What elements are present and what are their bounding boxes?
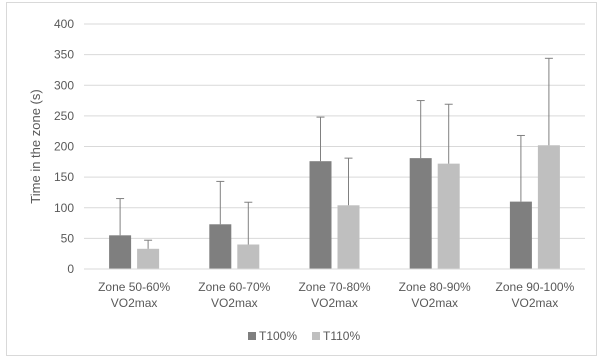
bar-t110pct-4 <box>537 145 560 269</box>
bar-t110pct-2 <box>337 205 360 269</box>
bar-t100pct-1 <box>209 224 232 269</box>
bar-t110pct-0 <box>137 248 160 269</box>
chart-frame <box>6 2 597 356</box>
error-bars <box>116 57 553 249</box>
bar-t100pct-2 <box>309 161 332 269</box>
legend-label: T100% <box>259 329 297 343</box>
bars <box>109 145 560 269</box>
legend-label: T110% <box>323 329 360 343</box>
bar-t100pct-3 <box>409 158 432 269</box>
x-category-label: Zone 70-80% VO2max <box>298 280 370 310</box>
y-tick-label: 100 <box>54 201 74 215</box>
x-category-label: Zone 60-70% VO2max <box>198 280 270 310</box>
y-tick-label: 0 <box>67 262 74 276</box>
x-category-label: Zone 90-100% VO2max <box>496 280 575 310</box>
y-tick-label: 400 <box>54 17 74 31</box>
bar-t110pct-1 <box>237 244 260 269</box>
x-axis-categories: Zone 50-60% VO2max Zone 60-70% VO2max Zone 7… <box>98 280 575 310</box>
x-category-label: Zone 80-90% VO2max <box>399 280 471 310</box>
y-tick-label: 50 <box>61 231 75 245</box>
y-tick-label: 350 <box>54 48 74 62</box>
legend-swatch <box>248 332 256 340</box>
bar-t100pct-0 <box>109 235 132 269</box>
y-tick-label: 200 <box>54 140 74 154</box>
gridlines <box>84 23 585 239</box>
legend: T100% T110% <box>248 329 360 343</box>
y-axis-ticks: 0 50 100 150 200 250 300 350 400 <box>54 17 74 276</box>
y-axis-label: Time in the zone (s) <box>28 89 43 203</box>
y-tick-label: 150 <box>54 170 74 184</box>
y-tick-label: 300 <box>54 78 74 92</box>
y-tick-label: 250 <box>54 109 74 123</box>
bar-t100pct-4 <box>509 201 532 269</box>
x-category-label: Zone 50-60% VO2max <box>98 280 170 310</box>
legend-swatch <box>312 332 320 340</box>
bar-t110pct-3 <box>437 163 460 269</box>
